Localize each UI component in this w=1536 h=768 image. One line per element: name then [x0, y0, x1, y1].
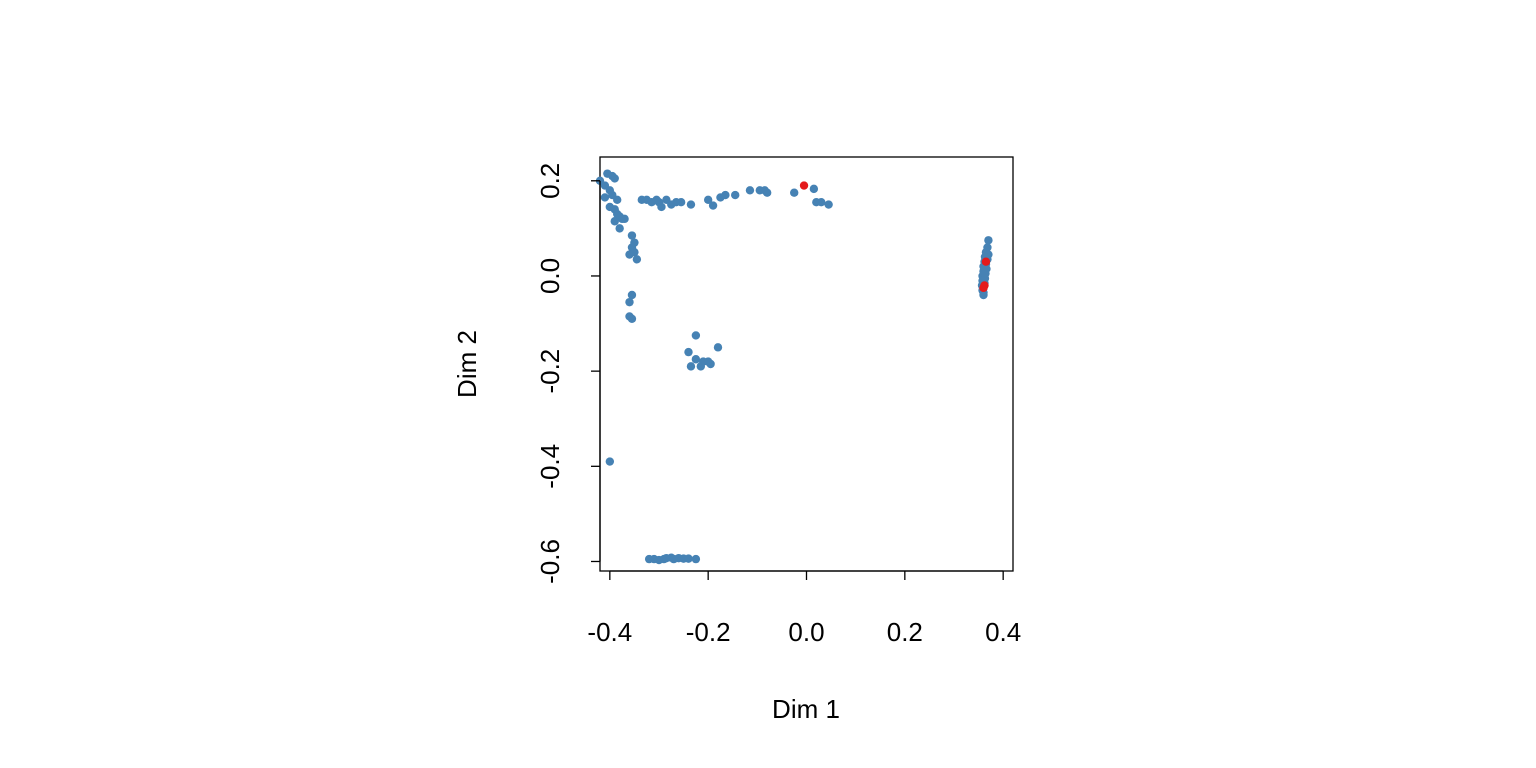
data-point	[610, 174, 619, 183]
data-point	[721, 190, 730, 200]
data-point	[627, 314, 637, 323]
data-point	[809, 184, 819, 194]
data-point	[610, 217, 619, 226]
data-point	[684, 347, 693, 357]
y-tick-label: -0.6	[535, 539, 565, 584]
data-point	[691, 331, 701, 340]
data-point	[790, 188, 799, 197]
data-point	[706, 359, 715, 369]
data-point	[745, 186, 755, 195]
x-tick-label: 0.0	[788, 617, 824, 647]
x-tick-label: 0.2	[887, 617, 923, 647]
data-point	[731, 190, 740, 200]
data-point	[627, 231, 637, 240]
data-point	[686, 362, 696, 371]
data-point	[627, 290, 637, 300]
x-axis-title: Dim 1	[772, 694, 840, 724]
y-tick-label: -0.4	[535, 444, 565, 489]
plot-frame	[599, 156, 1014, 572]
data-point	[984, 236, 993, 245]
data-point	[632, 255, 642, 264]
y-tick-label: 0.2	[535, 163, 565, 199]
data-point	[625, 297, 634, 307]
x-axis: -0.4 -0.2 0.0 0.2 0.4	[587, 570, 1021, 647]
y-tick-label: 0.0	[535, 258, 565, 294]
data-point	[605, 457, 615, 466]
y-axis-title: Dim 2	[452, 330, 482, 398]
data-point	[615, 224, 624, 233]
data-point	[613, 195, 622, 205]
data-point	[625, 250, 634, 259]
data-point	[817, 198, 826, 207]
data-point	[703, 195, 713, 205]
data-point	[620, 214, 629, 224]
data-point	[824, 200, 833, 209]
data-point	[979, 290, 988, 300]
x-tick-label: 0.4	[985, 617, 1021, 647]
data-point	[981, 257, 991, 266]
x-tick-label: -0.2	[686, 617, 731, 647]
data-point	[600, 193, 610, 202]
y-axis: -0.6 -0.4 -0.2 0.0 0.2	[535, 163, 601, 584]
data-point	[657, 202, 666, 212]
x-tick-label: -0.4	[587, 617, 632, 647]
data-point	[686, 200, 696, 209]
data-point	[708, 201, 718, 210]
data-point	[799, 181, 809, 190]
data-point	[684, 554, 693, 563]
data-point	[762, 188, 772, 197]
data-point	[676, 198, 686, 207]
points-layer	[595, 169, 993, 565]
data-point	[691, 355, 701, 364]
y-tick-label: -0.2	[535, 349, 565, 394]
data-point	[979, 283, 988, 293]
data-point	[691, 554, 701, 564]
data-point	[713, 343, 723, 352]
